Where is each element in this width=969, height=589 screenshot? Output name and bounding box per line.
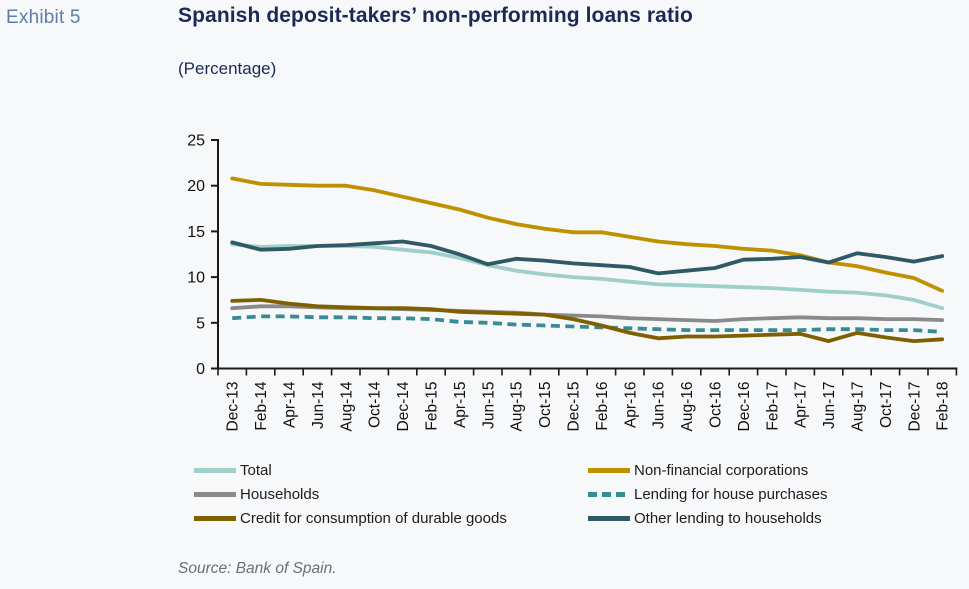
x-axis-label: Feb-16: [594, 382, 611, 431]
series-line-non-financial-corporations: [230, 176, 945, 293]
legend-label-other-lending-to-households: Other lending to households: [634, 509, 822, 527]
y-axis-tick-label: 0: [196, 361, 205, 378]
chart-subtitle: (Percentage): [178, 59, 277, 78]
x-axis-label: Aug-16: [679, 382, 696, 432]
source-note: Source: Bank of Spain.: [178, 560, 337, 577]
y-axis-tick-label: 10: [187, 270, 205, 287]
legend-row: Credit for consumption of durable goods …: [0, 506, 969, 530]
legend-item-credit-for-consumption: Credit for consumption of durable goods: [194, 506, 507, 530]
exhibit-label: Exhibit 5: [6, 7, 81, 28]
series-line-lending-for-house-purchases: [232, 314, 943, 334]
chart-legend: Total Non-financial corporations Househo…: [0, 458, 969, 530]
x-axis-label: Dec-13: [225, 382, 242, 432]
legend-item-non-financial-corporations: Non-financial corporations: [588, 458, 808, 482]
legend-swatch-credit-for-consumption: [194, 515, 236, 521]
legend-swatch-other-lending-to-households: [588, 515, 630, 521]
x-axis-label: Apr-15: [452, 382, 469, 429]
npl-line-chart: 0 5 10 15 20 25 Dec-13 Feb-14 Apr-14 Jun-14 Aug-14…: [187, 133, 958, 432]
legend-item-total: Total: [194, 458, 272, 482]
x-axis-label: Feb-17: [764, 382, 781, 431]
x-axis-label: Feb-15: [424, 382, 441, 431]
chart-title: Spanish deposit-takers’ non-performing l…: [178, 4, 693, 27]
x-axis-label: Apr-16: [622, 382, 639, 429]
series-line-other-lending-to-households: [230, 239, 945, 276]
legend-row: Households Lending for house purchases: [0, 482, 969, 506]
legend-label-non-financial-corporations: Non-financial corporations: [634, 461, 809, 479]
x-axis-label: Oct-14: [367, 381, 384, 428]
y-axis-tick-label: 20: [187, 178, 205, 195]
x-axis-label: Oct-17: [878, 382, 895, 429]
legend-swatch-non-financial-corporations: [588, 467, 630, 473]
x-axis-label: Feb-18: [935, 382, 952, 431]
x-axis-label: Jun-17: [821, 382, 838, 429]
legend-label-total: Total: [240, 461, 272, 479]
legend-item-other-lending-to-households: Other lending to households: [588, 506, 822, 530]
x-axis-label: Jun-15: [480, 382, 497, 429]
x-axis-label: Aug-14: [338, 381, 355, 431]
legend-row: Total Non-financial corporations: [0, 458, 969, 482]
x-axis-label: Jun-16: [651, 382, 668, 429]
legend-swatch-lending-for-house-purchases: [588, 491, 630, 497]
x-axis-label: Apr-17: [793, 382, 810, 429]
x-axis-label: Dec-15: [566, 382, 583, 432]
legend-swatch-total: [194, 467, 236, 473]
legend-label-lending-for-house-purchases: Lending for house purchases: [634, 485, 828, 503]
series-line-credit-for-consumption-of-durable-goods: [230, 297, 945, 344]
x-axis-label: Aug-17: [850, 382, 867, 432]
x-axis-label: Dec-17: [906, 382, 923, 432]
x-axis-label: Oct-15: [537, 382, 554, 429]
legend-swatch-households: [194, 491, 236, 497]
legend-item-households: Households: [194, 482, 319, 506]
x-axis-label: Aug-15: [509, 382, 526, 432]
y-axis-tick-label: 25: [187, 133, 205, 150]
x-axis-label: Dec-14: [395, 381, 412, 431]
x-axis-label: Feb-14: [253, 381, 270, 430]
x-axis-label: Apr-14: [282, 381, 299, 428]
legend-label-households: Households: [240, 485, 320, 503]
legend-label-credit-for-consumption: Credit for consumption of durable goods: [240, 509, 507, 527]
series-line-total: [230, 242, 945, 311]
x-axis-label: Jun-14: [310, 381, 327, 429]
y-axis-tick-label: 15: [187, 224, 205, 241]
x-axis-label: Oct-16: [708, 382, 725, 429]
y-axis-tick-label: 5: [196, 315, 205, 332]
legend-item-lending-for-house-purchases: Lending for house purchases: [588, 482, 827, 506]
x-axis-label: Dec-16: [736, 382, 753, 432]
